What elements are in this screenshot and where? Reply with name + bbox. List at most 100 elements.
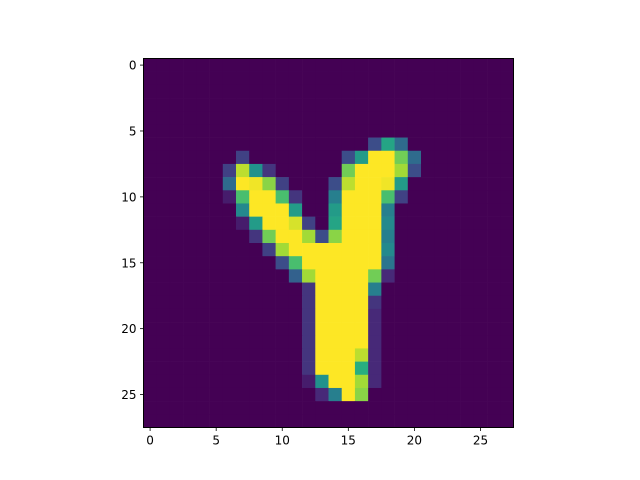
heatmap-cell <box>394 124 409 138</box>
heatmap-cell <box>381 71 395 86</box>
heatmap-cell <box>288 177 303 191</box>
heatmap-cell <box>262 243 276 257</box>
heatmap-cell <box>288 58 303 72</box>
heatmap-cell <box>328 229 343 244</box>
heatmap-cell <box>222 282 237 297</box>
heatmap-cell <box>143 111 158 125</box>
heatmap-cell <box>288 124 303 138</box>
heatmap-cell <box>407 387 422 402</box>
heatmap-cell <box>315 387 329 402</box>
heatmap-cell <box>302 243 316 257</box>
heatmap-cell <box>341 137 356 152</box>
heatmap-cell <box>354 137 369 152</box>
heatmap-cell <box>315 150 329 165</box>
heatmap-cell <box>354 243 369 257</box>
heatmap-cell <box>143 387 158 402</box>
heatmap-cell <box>143 71 158 86</box>
heatmap-cell <box>447 216 461 231</box>
heatmap-cell <box>183 177 197 191</box>
heatmap-cell <box>394 58 409 72</box>
heatmap-cell <box>328 308 343 323</box>
heatmap-cell <box>421 71 435 86</box>
heatmap-cell <box>487 150 501 165</box>
heatmap-cell <box>460 361 475 376</box>
heatmap-cell <box>394 322 409 336</box>
heatmap-cell <box>302 111 316 125</box>
heatmap-cell <box>460 111 475 125</box>
heatmap-cell <box>156 98 171 112</box>
heatmap-cell <box>421 295 435 310</box>
heatmap-cell <box>368 414 382 428</box>
heatmap-cell <box>473 203 488 217</box>
heatmap-cell <box>500 401 514 415</box>
heatmap-cell <box>156 163 171 178</box>
heatmap-cell <box>407 203 422 217</box>
heatmap-cell <box>288 84 303 99</box>
heatmap-cell <box>328 203 343 217</box>
heatmap-cell <box>183 401 197 415</box>
heatmap-cell <box>169 124 184 138</box>
heatmap-cell <box>169 84 184 99</box>
heatmap-cell <box>368 71 382 86</box>
heatmap-cell <box>302 335 316 349</box>
heatmap-cell <box>421 58 435 72</box>
heatmap-cell <box>434 374 448 389</box>
heatmap-cell <box>434 229 448 244</box>
heatmap-cell <box>328 111 343 125</box>
heatmap-cell <box>328 243 343 257</box>
heatmap-cell <box>341 124 356 138</box>
heatmap-cell <box>368 401 382 415</box>
heatmap-cell <box>209 414 224 428</box>
heatmap-cell <box>500 361 514 376</box>
heatmap-cell <box>315 190 329 204</box>
heatmap-cell <box>487 295 501 310</box>
heatmap-cell <box>275 203 290 217</box>
heatmap-cell <box>328 322 343 336</box>
heatmap-cell <box>460 348 475 362</box>
heatmap-cell <box>434 243 448 257</box>
heatmap-cell <box>381 348 395 362</box>
heatmap-cell <box>156 111 171 125</box>
heatmap-cell <box>196 163 210 178</box>
heatmap-cell <box>381 374 395 389</box>
heatmap-cell <box>381 269 395 283</box>
heatmap-cell <box>328 98 343 112</box>
heatmap-cell <box>460 282 475 297</box>
heatmap-cell <box>288 295 303 310</box>
heatmap-cell <box>421 229 435 244</box>
heatmap-cell <box>460 163 475 178</box>
heatmap-cell <box>169 414 184 428</box>
heatmap-cell <box>315 71 329 86</box>
heatmap-cell <box>354 401 369 415</box>
heatmap-cell <box>421 177 435 191</box>
heatmap-cell <box>236 243 250 257</box>
heatmap-cell <box>381 256 395 270</box>
heatmap-cell <box>249 269 263 283</box>
heatmap-cell <box>236 295 250 310</box>
heatmap-cell <box>275 229 290 244</box>
heatmap-cell <box>487 282 501 297</box>
heatmap-cell <box>222 111 237 125</box>
heatmap-cell <box>275 401 290 415</box>
heatmap-cell <box>407 216 422 231</box>
heatmap-cell <box>473 177 488 191</box>
heatmap-cell <box>341 348 356 362</box>
heatmap-cell <box>460 322 475 336</box>
heatmap-cell <box>421 282 435 297</box>
heatmap-cell <box>209 203 224 217</box>
heatmap-cell <box>315 58 329 72</box>
heatmap-cell <box>275 137 290 152</box>
heatmap-cell <box>249 111 263 125</box>
heatmap-cell <box>143 414 158 428</box>
heatmap-cell <box>183 58 197 72</box>
heatmap-cell <box>460 71 475 86</box>
heatmap-cell <box>460 335 475 349</box>
heatmap-cell <box>275 243 290 257</box>
heatmap-cell <box>209 295 224 310</box>
heatmap-cell <box>500 414 514 428</box>
heatmap-cell <box>500 163 514 178</box>
heatmap-cell <box>487 348 501 362</box>
heatmap-cell <box>500 190 514 204</box>
heatmap-cell <box>341 361 356 376</box>
heatmap-cell <box>460 98 475 112</box>
